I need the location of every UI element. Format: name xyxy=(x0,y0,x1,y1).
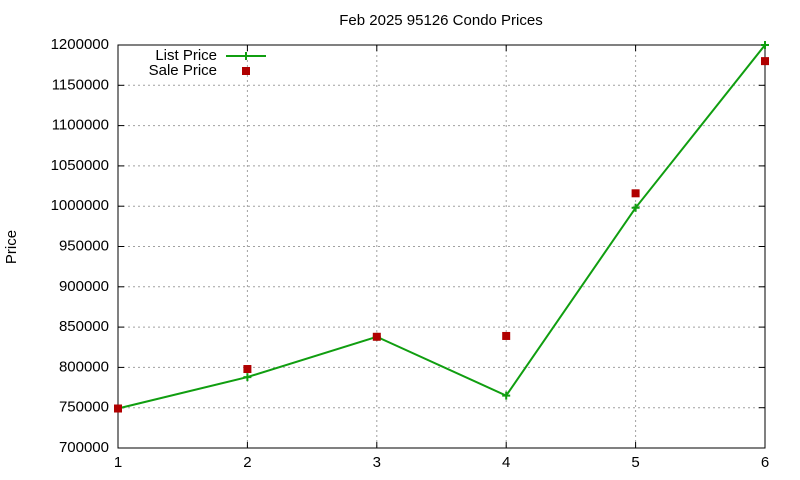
plot-frame xyxy=(117,44,766,449)
y-tick-label: 1150000 xyxy=(52,76,109,93)
chart-title: Feb 2025 95126 Condo Prices xyxy=(339,12,542,29)
y-tick-label: 950000 xyxy=(59,237,109,254)
legend-label: Sale Price xyxy=(149,62,217,79)
point xyxy=(631,203,640,212)
y-tick-label: 900000 xyxy=(59,278,109,295)
y-axis-label: Price xyxy=(3,230,20,264)
x-tick-label: 2 xyxy=(243,454,251,471)
x-tick-label: 1 xyxy=(114,454,122,471)
y-tick-label: 750000 xyxy=(59,399,109,416)
point xyxy=(631,189,640,198)
y-tick-label: 1000000 xyxy=(51,197,109,214)
x-tick-label: 3 xyxy=(373,454,381,471)
point xyxy=(243,365,252,374)
point xyxy=(372,332,381,341)
x-tick-label: 4 xyxy=(502,454,510,471)
point xyxy=(502,331,511,340)
y-tick-label: 700000 xyxy=(59,439,109,456)
y-tick-label: 1050000 xyxy=(51,157,109,174)
point xyxy=(114,404,122,413)
x-tick-label: 5 xyxy=(631,454,639,471)
y-tick-label: 800000 xyxy=(59,358,109,375)
point xyxy=(243,373,252,382)
point xyxy=(761,41,769,49)
y-tick-label: 1200000 xyxy=(51,36,109,53)
point xyxy=(761,57,769,66)
x-tick-label: 6 xyxy=(761,454,769,471)
legend-swatch xyxy=(242,52,250,60)
legend-swatch xyxy=(242,67,250,75)
y-tick-label: 1100000 xyxy=(52,117,109,134)
point xyxy=(502,391,511,400)
line-series xyxy=(117,44,766,410)
legend-label: List Price xyxy=(155,47,217,64)
y-tick-label: 850000 xyxy=(59,318,109,335)
